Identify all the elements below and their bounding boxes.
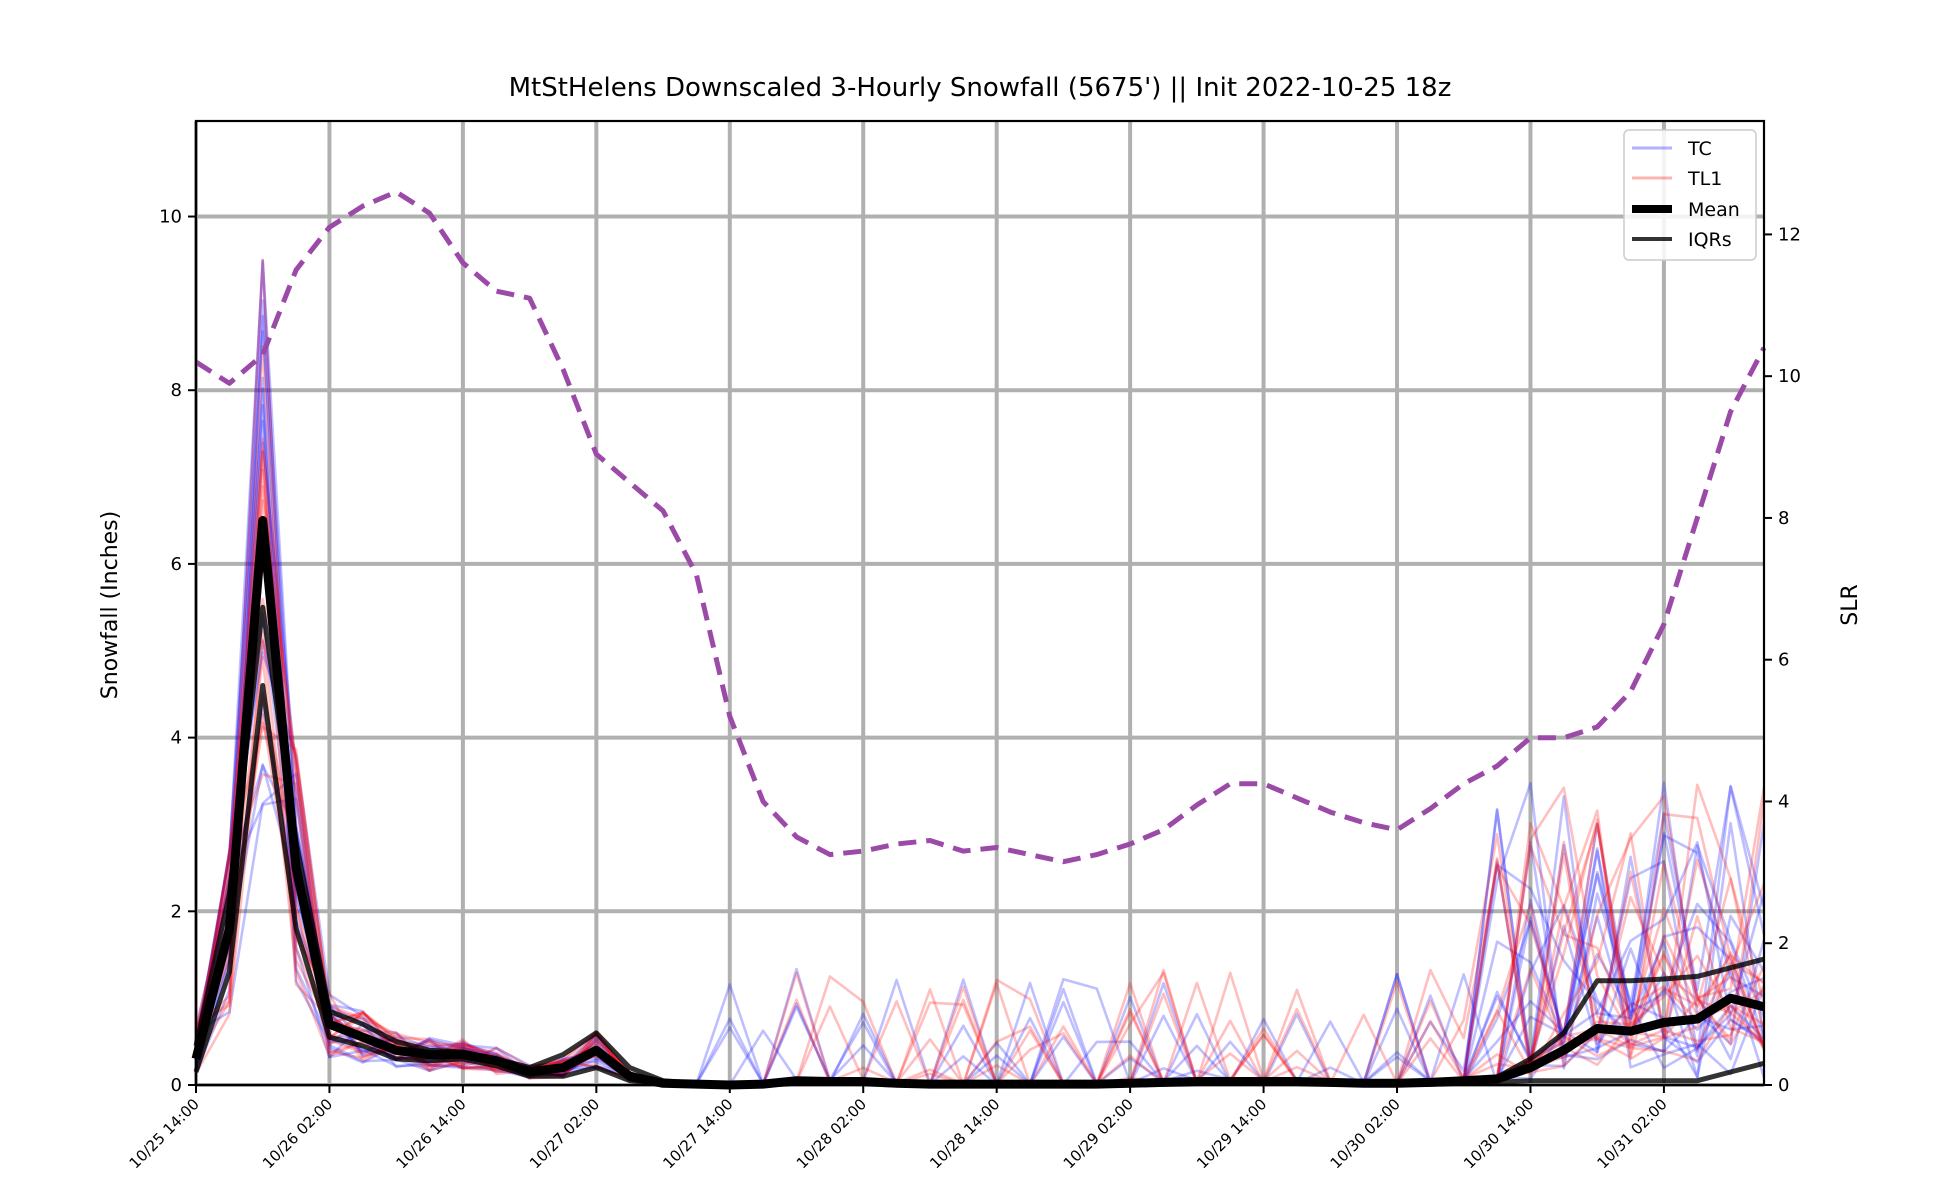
y-tick-label-5: 10 [159, 207, 182, 228]
y-tick-label-4: 8 [171, 380, 182, 401]
tc-member-line-11 [194, 299, 1766, 1087]
y2-axis-title: SLR [1838, 584, 1863, 626]
y-tick-label-2: 4 [171, 728, 182, 749]
y2-tick-label-2: 4 [1778, 791, 1789, 812]
tl1-member-line-17 [194, 437, 1766, 1087]
y-tick-label-3: 6 [171, 554, 182, 575]
legend-label-iqr: IQRs [1688, 229, 1732, 251]
y-tick-label-1: 2 [171, 901, 182, 922]
tc-member-line-17 [194, 612, 1765, 1086]
legend-label-tc: TC [1687, 138, 1712, 160]
tl1-member-line-10 [194, 721, 1766, 1087]
legend-label-mean: Mean [1688, 199, 1740, 221]
plot-frame [194, 119, 1766, 1087]
slr-line [194, 189, 1767, 865]
y2-tick-label-5: 10 [1778, 366, 1801, 387]
y2-tick-label-0: 0 [1778, 1075, 1789, 1096]
y2-tick-label-4: 8 [1778, 508, 1789, 529]
y-tick-label-0: 0 [171, 1075, 182, 1096]
legend: TC TL1 Mean IQRs [1623, 129, 1757, 261]
chart-title: MtStHelens Downscaled 3-Hourly Snowfall … [509, 73, 1452, 103]
grid-layer [194, 121, 1764, 1087]
tc-member-line-13 [194, 330, 1766, 1087]
y2-tick-label-3: 6 [1778, 650, 1789, 671]
y2-axis-ticks: 0 2 4 6 8 10 12 [1764, 224, 1801, 1096]
y-axis-ticks: 0 2 4 6 8 10 [159, 207, 196, 1096]
y-axis-title: Snowfall (Inches) [98, 511, 123, 699]
y2-tick-label-6: 12 [1778, 224, 1801, 245]
y2-tick-label-1: 2 [1778, 933, 1789, 954]
legend-box [1623, 129, 1757, 261]
legend-label-tl1: TL1 [1687, 168, 1722, 190]
